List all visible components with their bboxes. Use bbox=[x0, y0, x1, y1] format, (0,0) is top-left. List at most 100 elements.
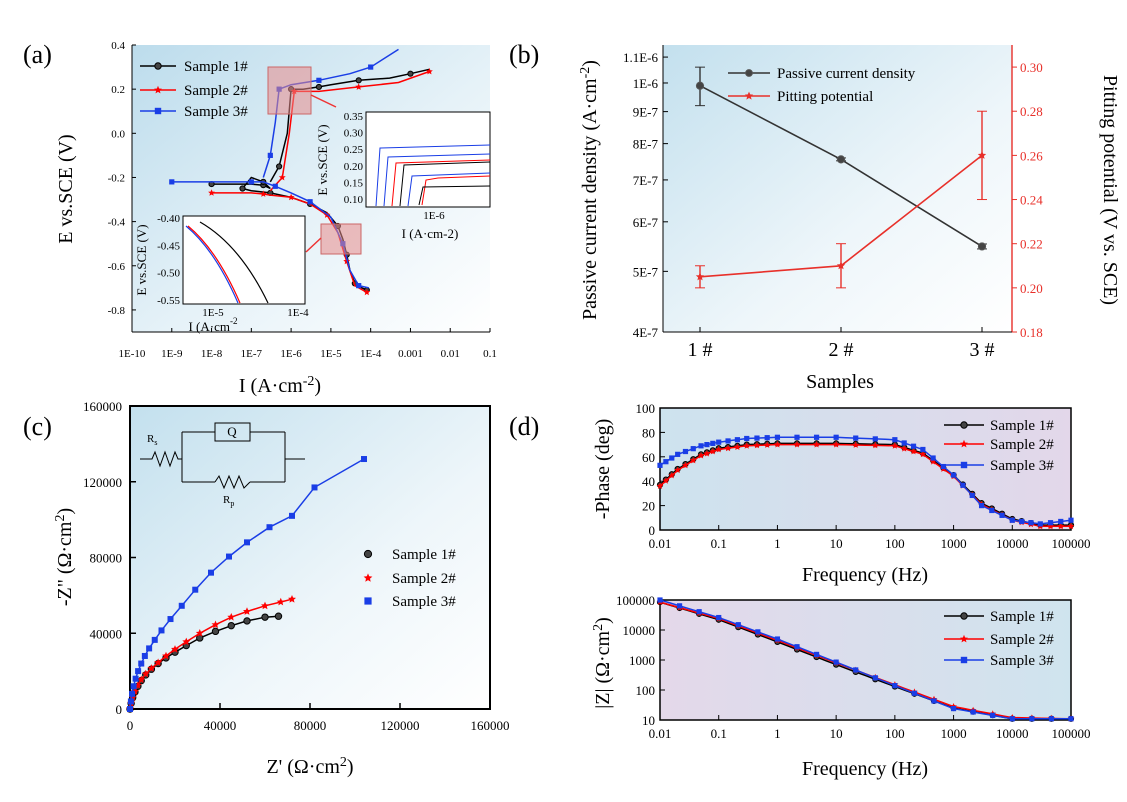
data-point-c bbox=[141, 652, 148, 659]
panel-label-a: (a) bbox=[23, 40, 52, 69]
data-point-d bbox=[833, 659, 839, 665]
inset-a-top-curve bbox=[383, 153, 491, 207]
x-tick-label-d: 0.01 bbox=[649, 536, 672, 551]
legend-marker-b-pitting bbox=[744, 91, 754, 100]
inset-a-bottom-curve bbox=[185, 225, 239, 304]
data-point-c bbox=[211, 627, 220, 636]
x-axis-label-c: Z' (Ω·cm2) bbox=[266, 755, 353, 778]
data-point-d bbox=[978, 503, 985, 509]
data-point-c bbox=[141, 669, 150, 678]
data-point-d bbox=[892, 683, 898, 689]
panel-c-nyquist: 0 40000 80000 120000 160000 0 40000 80000 120000… bbox=[53, 399, 510, 778]
x-tick-label-d: 10 bbox=[830, 726, 843, 741]
inset-a-top bbox=[365, 111, 491, 208]
inset-a-bottom-ytick: -0.40 bbox=[157, 213, 180, 225]
data-point-d bbox=[910, 447, 917, 455]
data-point-d bbox=[853, 667, 859, 673]
data-point-d bbox=[950, 705, 957, 712]
inset-a-top-curve bbox=[407, 172, 491, 207]
x-axis-label-a: I (A·cm-2) bbox=[239, 374, 321, 397]
series-line-d bbox=[659, 436, 1072, 525]
data-point-c bbox=[243, 607, 251, 615]
data-point-d bbox=[743, 442, 751, 449]
data-point-a bbox=[248, 179, 254, 185]
data-point-d bbox=[734, 437, 740, 443]
legend-label-d: Sample 3# bbox=[990, 653, 1054, 669]
x-axis-label-c-sup: 2 bbox=[340, 755, 347, 770]
data-point-d bbox=[689, 456, 697, 464]
inset-a-bottom-xlabel-main: I (A·cm bbox=[188, 319, 230, 334]
y-tick-label-a: -0.4 bbox=[108, 217, 126, 229]
data-point-c bbox=[182, 637, 191, 646]
data-point-a bbox=[407, 70, 414, 77]
y-tick-label-d: 100 bbox=[636, 683, 656, 698]
y-tick-label-b-left: 9E-7 bbox=[633, 105, 659, 120]
data-point-d bbox=[657, 597, 663, 603]
inset-a-bottom-ytick: -0.55 bbox=[157, 295, 180, 307]
x-tick-label-d: 100000 bbox=[1052, 536, 1091, 551]
x-tick-label-a: 1E-4 bbox=[360, 348, 382, 360]
y-tick-label-d: 40 bbox=[642, 474, 655, 489]
y-tick-label-c: 40000 bbox=[90, 626, 123, 641]
data-point-d bbox=[832, 441, 840, 448]
x-tick-label-d: 1000 bbox=[941, 536, 967, 551]
x-tick-label-d: 0.1 bbox=[711, 536, 727, 551]
y-tick-label-b-left: 8E-7 bbox=[633, 137, 659, 152]
inset-a-top-curve bbox=[399, 161, 491, 207]
y-tick-label-b-right: 0.22 bbox=[1020, 237, 1043, 252]
x-axis-label-a-end: ) bbox=[314, 375, 321, 397]
panel-label-d: (d) bbox=[509, 412, 539, 441]
inset-a-top-ytick: 0.15 bbox=[344, 177, 364, 189]
series-line-a-cathodic bbox=[171, 181, 369, 289]
panelD1-background bbox=[659, 407, 1072, 531]
data-point-d bbox=[853, 435, 859, 441]
data-point-d bbox=[755, 629, 761, 635]
data-point-a bbox=[169, 179, 175, 185]
data-point-d bbox=[698, 443, 704, 449]
x-tick-label-d: 10 bbox=[830, 536, 843, 551]
data-point-c bbox=[311, 484, 318, 491]
data-point-b-pitting bbox=[977, 151, 987, 159]
x-axis-label-b: Samples bbox=[806, 371, 874, 393]
data-point-c bbox=[151, 636, 158, 643]
legend-marker-d bbox=[960, 612, 968, 620]
data-point-c bbox=[208, 569, 214, 576]
x-tick-label-d: 1 bbox=[774, 536, 781, 551]
data-point-c bbox=[226, 553, 232, 560]
y-axis-label-b-left: Passive current density (A·cm-2) bbox=[578, 60, 601, 320]
inset-a-bottom-ylabel: E vs.SCE (V) bbox=[134, 224, 149, 295]
legend-label-c: Sample 1# bbox=[392, 547, 456, 563]
data-point-a bbox=[276, 163, 283, 170]
data-point-a bbox=[316, 77, 322, 83]
data-point-d bbox=[930, 455, 936, 461]
data-point-d bbox=[940, 463, 946, 470]
data-point-c bbox=[127, 706, 133, 712]
y-tick-label-d: 60 bbox=[642, 450, 655, 465]
y-axis-label-c-main: -Z" (Ω·cm bbox=[54, 521, 76, 606]
data-point-d bbox=[709, 447, 717, 455]
legend-label-a: Sample 3# bbox=[184, 104, 248, 120]
y-axis-label-b-left-end: ) bbox=[579, 60, 601, 67]
data-point-a bbox=[239, 185, 246, 192]
data-point-a bbox=[272, 183, 278, 189]
data-point-b-pitting bbox=[836, 261, 846, 270]
data-point-a bbox=[315, 83, 323, 91]
x-axis-label-d-phase: Frequency (Hz) bbox=[802, 564, 928, 586]
data-point-c bbox=[130, 683, 137, 690]
data-point-d bbox=[682, 448, 689, 455]
y-axis-label-d-phase: -Phase (deg) bbox=[592, 419, 614, 520]
circuit-label-rs-sub: s bbox=[154, 438, 157, 447]
x-tick-label-d: 1 bbox=[774, 726, 781, 741]
data-point-a bbox=[355, 77, 362, 84]
x-tick-label-a: 1E-8 bbox=[201, 348, 223, 360]
x-tick-label-d: 100 bbox=[885, 726, 905, 741]
data-point-d bbox=[892, 437, 898, 443]
y-tick-label-d: 20 bbox=[642, 499, 655, 514]
legend-marker-c bbox=[364, 597, 372, 605]
data-point-d bbox=[674, 466, 682, 474]
inset-a-top-curve bbox=[391, 159, 491, 207]
data-point-a bbox=[278, 173, 286, 181]
data-point-d bbox=[901, 440, 907, 446]
inset-a-bottom-xlabel-sup: -2 bbox=[230, 316, 238, 326]
